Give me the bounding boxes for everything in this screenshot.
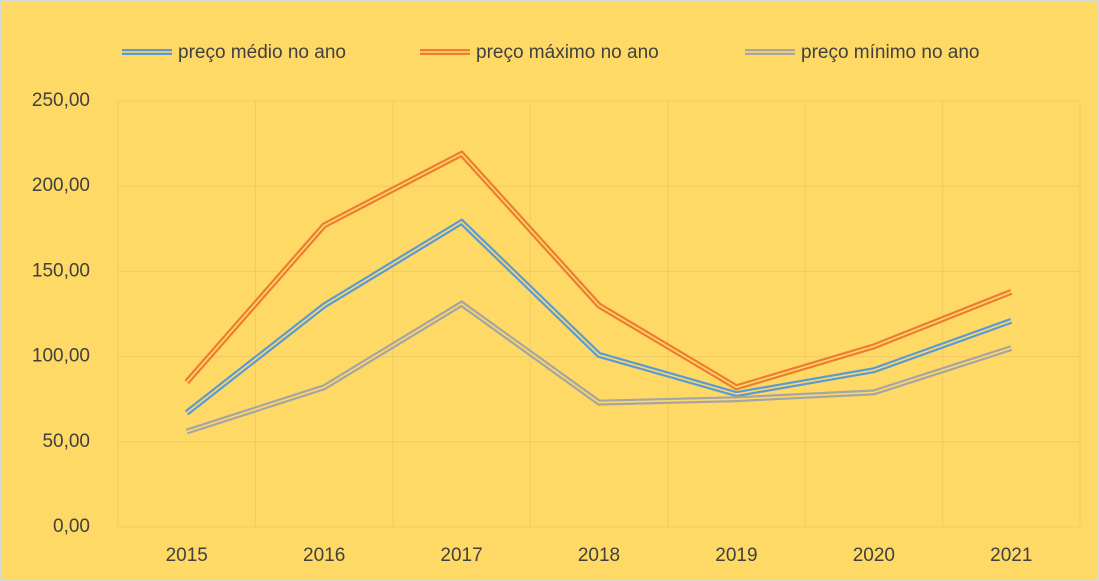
y-tick-label: 150,00 (32, 260, 90, 281)
legend-label: preço máximo no ano (476, 42, 659, 63)
y-tick-label: 250,00 (32, 90, 90, 111)
y-tick-label: 0,00 (53, 516, 90, 537)
y-tick-label: 50,00 (42, 431, 90, 452)
x-tick-label: 2020 (853, 545, 895, 566)
series-line-inner (186, 152, 1012, 389)
x-tick-label: 2015 (166, 545, 208, 566)
x-tick-label: 2016 (303, 545, 345, 566)
series-line-inner (186, 302, 1012, 433)
y-tick-label: 200,00 (32, 175, 90, 196)
x-tick-label: 2018 (578, 545, 620, 566)
series-line-inner (186, 220, 1012, 414)
legend-label: preço médio no ano (178, 42, 346, 63)
x-tick-label: 2017 (440, 545, 482, 566)
legend-label: preço mínimo no ano (801, 42, 980, 63)
x-tick-label: 2021 (990, 545, 1032, 566)
y-tick-label: 100,00 (32, 346, 90, 367)
x-tick-label: 2019 (715, 545, 757, 566)
